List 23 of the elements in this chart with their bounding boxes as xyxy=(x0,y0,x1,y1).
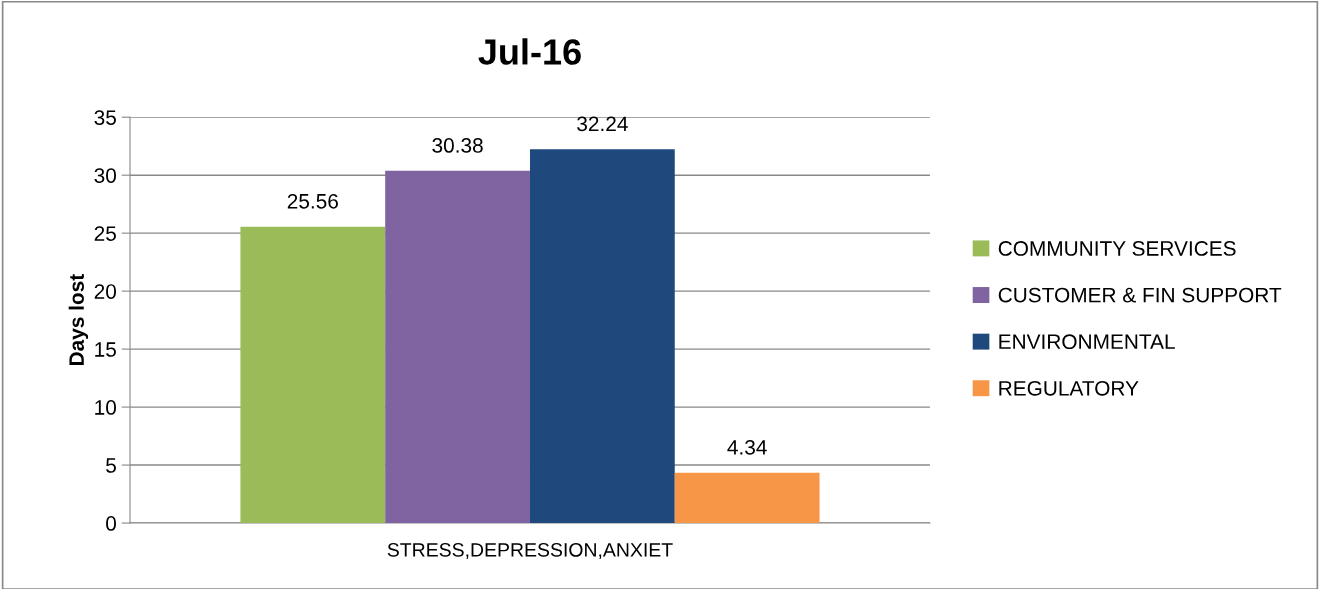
y-tick-label: 15 xyxy=(95,342,116,357)
legend-label: ENVIRONMENTAL xyxy=(999,334,1175,350)
bar xyxy=(385,170,530,524)
data-label: 25.56 xyxy=(287,193,338,209)
bar xyxy=(674,472,820,524)
legend-label: REGULATORY xyxy=(999,380,1139,396)
legend-label: COMMUNITY SERVICES xyxy=(998,241,1236,256)
y-tick-label: 25 xyxy=(94,226,116,241)
y-tick-label: 30 xyxy=(94,168,117,183)
bar xyxy=(240,226,386,524)
y-axis-title: Days lost xyxy=(68,274,89,366)
data-label: 32.24 xyxy=(577,116,628,132)
legend-label: CUSTOMER & FIN SUPPORT xyxy=(998,287,1282,303)
y-tick-label: 35 xyxy=(94,110,116,125)
y-tick-label: 20 xyxy=(94,284,117,299)
data-label: 4.34 xyxy=(727,439,767,455)
x-tick-label: STRESS,DEPRESSION,ANXIET xyxy=(387,542,673,560)
y-tick-label: 0 xyxy=(106,516,117,531)
chart-title: Jul-16 xyxy=(478,38,581,65)
y-tick-label: 10 xyxy=(95,400,117,415)
y-tick-label: 5 xyxy=(106,458,116,473)
bar xyxy=(529,149,675,524)
data-label: 30.38 xyxy=(432,138,483,153)
